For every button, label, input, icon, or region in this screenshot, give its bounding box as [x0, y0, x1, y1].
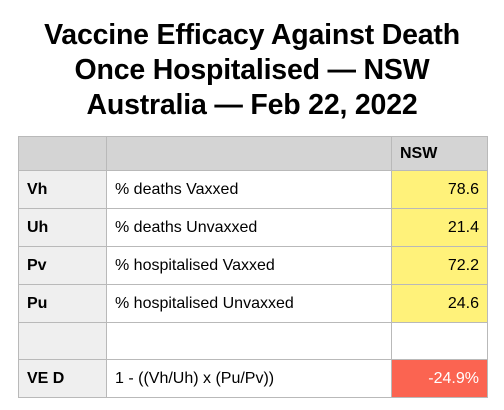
header-cell-code [18, 136, 107, 171]
header-cell-description [106, 136, 392, 171]
row-code-cell: Uh [18, 208, 107, 247]
result-formula-cell: 1 - ((Vh/Uh) x (Pu/Pv)) [106, 359, 392, 398]
page-title: Vaccine Efficacy Against Death Once Hosp… [0, 18, 504, 123]
title-line-1: Vaccine Efficacy Against Death [44, 19, 460, 51]
table-row: Pv % hospitalised Vaxxed 72.2 [18, 246, 488, 285]
table-row: Uh % deaths Unvaxxed 21.4 [18, 208, 488, 247]
spacer-code-cell [18, 322, 107, 360]
table-row: Vh % deaths Vaxxed 78.6 [18, 170, 488, 209]
title-line-2: Once Hospitalised — NSW [74, 54, 430, 86]
table-spacer-row [18, 322, 488, 360]
row-code-cell: Pu [18, 284, 107, 323]
table-row: Pu % hospitalised Unvaxxed 24.6 [18, 284, 488, 323]
spacer-value-cell [391, 322, 488, 360]
row-code-cell: Vh [18, 170, 107, 209]
row-value-cell: 24.6 [391, 284, 488, 323]
row-description-cell: % deaths Vaxxed [106, 170, 392, 209]
spacer-description-cell [106, 322, 392, 360]
table-header-row: NSW [18, 136, 488, 171]
result-row: VE D 1 - ((Vh/Uh) x (Pu/Pv)) -24.9% [18, 359, 488, 398]
result-value-cell: -24.9% [391, 359, 488, 398]
efficacy-table: NSW Vh % deaths Vaxxed 78.6 Uh % deaths … [18, 136, 488, 398]
result-code-cell: VE D [18, 359, 107, 398]
header-cell-nsw: NSW [391, 136, 488, 171]
row-value-cell: 21.4 [391, 208, 488, 247]
row-value-cell: 72.2 [391, 246, 488, 285]
row-description-cell: % deaths Unvaxxed [106, 208, 392, 247]
row-value-cell: 78.6 [391, 170, 488, 209]
title-line-3: Australia — Feb 22, 2022 [86, 89, 418, 121]
row-description-cell: % hospitalised Unvaxxed [106, 284, 392, 323]
row-description-cell: % hospitalised Vaxxed [106, 246, 392, 285]
row-code-cell: Pv [18, 246, 107, 285]
